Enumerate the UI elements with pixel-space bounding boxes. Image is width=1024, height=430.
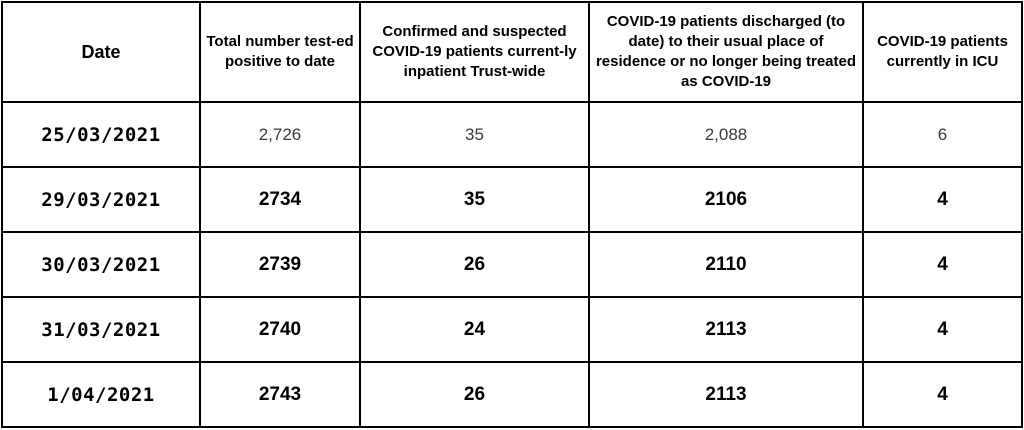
cell-icu: 6 [862, 101, 1023, 168]
cell-total-tested-positive: 2740 [199, 296, 361, 363]
table-row: 29/03/2021 2734 35 2106 4 [1, 166, 1023, 233]
cell-inpatients: 24 [359, 296, 590, 363]
header-total-tested-positive: Total number test-ed positive to date [199, 1, 361, 103]
cell-discharged: 2113 [588, 361, 864, 428]
cell-discharged: 2,088 [588, 101, 864, 168]
cell-discharged: 2106 [588, 166, 864, 233]
header-inpatients: Confirmed and suspected COVID-19 patient… [359, 1, 590, 103]
header-row: Date Total number test-ed positive to da… [1, 1, 1023, 103]
cell-date: 1/04/2021 [1, 361, 201, 428]
cell-inpatients: 35 [359, 101, 590, 168]
cell-icu: 4 [862, 231, 1023, 298]
cell-icu: 4 [862, 361, 1023, 428]
cell-total-tested-positive: 2743 [199, 361, 361, 428]
header-icu: COVID-19 patients currently in ICU [862, 1, 1023, 103]
table-row: 1/04/2021 2743 26 2113 4 [1, 361, 1023, 428]
cell-icu: 4 [862, 166, 1023, 233]
cell-inpatients: 26 [359, 361, 590, 428]
table-row: 25/03/2021 2,726 35 2,088 6 [1, 101, 1023, 168]
cell-date: 31/03/2021 [1, 296, 201, 363]
cell-total-tested-positive: 2739 [199, 231, 361, 298]
cell-icu: 4 [862, 296, 1023, 363]
table-row: 30/03/2021 2739 26 2110 4 [1, 231, 1023, 298]
header-discharged: COVID-19 patients discharged (to date) t… [588, 1, 864, 103]
cell-discharged: 2110 [588, 231, 864, 298]
cell-date: 30/03/2021 [1, 231, 201, 298]
cell-date: 25/03/2021 [1, 101, 201, 168]
cell-total-tested-positive: 2,726 [199, 101, 361, 168]
cell-inpatients: 35 [359, 166, 590, 233]
header-date: Date [1, 1, 201, 103]
cell-discharged: 2113 [588, 296, 864, 363]
cell-date: 29/03/2021 [1, 166, 201, 233]
cell-inpatients: 26 [359, 231, 590, 298]
table-row: 31/03/2021 2740 24 2113 4 [1, 296, 1023, 363]
cell-total-tested-positive: 2734 [199, 166, 361, 233]
